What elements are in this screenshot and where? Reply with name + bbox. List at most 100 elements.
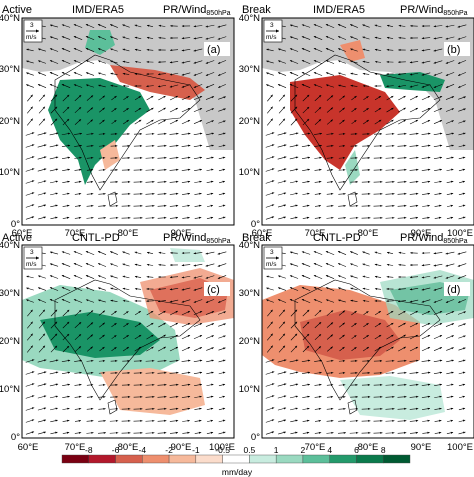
x-tick: 70°E [305, 228, 326, 239]
wind-vector-head [134, 287, 138, 290]
wind-vector-head [115, 180, 118, 183]
panel-d-wind-arrows [265, 250, 467, 435]
wind-vector-head [43, 156, 47, 159]
wind-vector-head [301, 251, 305, 254]
wind-vector-head [337, 24, 341, 27]
wind-vector-head [403, 346, 406, 349]
wind-vector-head [43, 431, 46, 434]
wind-vector-head [433, 37, 436, 40]
wind-vector-head [26, 299, 29, 302]
wind-vector-head [350, 24, 353, 27]
wind-vector-head [338, 48, 341, 51]
wind-vector-head [354, 120, 357, 123]
wind-vector-head [187, 419, 190, 422]
wind-vector-head [152, 431, 155, 434]
wind-vector-head [295, 359, 299, 362]
wind-vector-head [386, 73, 389, 76]
wind-vector-head [79, 168, 82, 171]
wind-vector-head [176, 180, 179, 183]
wind-vector-head [49, 60, 53, 63]
wind-vector-head [301, 299, 305, 302]
wind-vector-head [43, 359, 47, 362]
wind-vector-head [61, 299, 65, 302]
wind-vector-head [31, 359, 35, 362]
wind-vector-head [217, 276, 221, 279]
panel-titles: Active IMD/ERA5 PR/Wind850hPa Break IMD/… [2, 4, 468, 245]
wind-vector-head [187, 168, 191, 171]
wind-vector-head [295, 180, 298, 183]
wind-vector-head [386, 85, 389, 88]
wind-vector-head [325, 275, 329, 278]
wind-vector-head [355, 395, 358, 398]
wind-vector-head [169, 300, 173, 303]
wind-vector-head [416, 371, 419, 374]
wind-vector-head [392, 359, 395, 362]
wind-vector-head [392, 407, 395, 410]
wind-vector-head [146, 60, 149, 63]
wind-vector-head [66, 309, 70, 313]
wind-vector-head [85, 287, 89, 290]
wind-vector-head [421, 73, 425, 76]
wind-vector-head [404, 395, 407, 398]
panel-c-wind-arrows [25, 250, 227, 435]
wind-vector-head [147, 24, 150, 27]
panel-d-center-title: CNTL-PD [313, 232, 361, 244]
wind-vector-head [403, 334, 406, 337]
wind-vector-head [463, 96, 466, 99]
wind-vector-head [122, 275, 125, 278]
wind-vector-head [163, 346, 166, 349]
wind-vector-head [295, 371, 299, 374]
panel-d-srilanka [347, 399, 358, 415]
wind-vector-head [319, 383, 322, 386]
wind-vector-head [54, 309, 58, 313]
y-tick: 10°N [239, 384, 260, 395]
colorbar-swatch [356, 454, 384, 464]
y-tick: 20°N [0, 116, 20, 127]
wind-vector-head [205, 252, 208, 255]
wind-vector-head [433, 49, 437, 52]
wind-vector-head [458, 85, 461, 88]
wind-vector-head [391, 107, 394, 110]
wind-vector-head [127, 132, 130, 135]
wind-vector-head [43, 395, 47, 398]
wind-vector-head [223, 323, 226, 326]
wind-vector-head [318, 419, 321, 422]
wind-vector-head [282, 345, 285, 348]
wind-vector-head [43, 168, 47, 171]
wind-vector-head [199, 156, 202, 159]
wind-vector-head [439, 419, 442, 422]
wind-vector-head [356, 431, 359, 434]
wind-vector-head [306, 94, 310, 98]
wind-vector-head [211, 144, 214, 147]
wind-vector-head [427, 96, 431, 98]
wind-vector-head [378, 107, 382, 111]
wind-vector-head [55, 395, 58, 398]
wind-vector-head [43, 419, 46, 422]
wind-vector-head [433, 264, 436, 267]
wind-vector-head [463, 323, 466, 326]
wind-vector-head [55, 144, 59, 147]
panel-b-left-title: Break [242, 4, 271, 16]
wind-vector-head [146, 263, 150, 266]
y-tick: 40°N [0, 240, 20, 251]
wind-vector-head [73, 263, 77, 266]
wind-vector-head [318, 107, 322, 110]
wind-vector-head [67, 156, 70, 159]
wind-vector-head [416, 168, 419, 171]
wind-vector-head [362, 251, 365, 254]
wind-vector-head [31, 192, 35, 195]
wind-vector-head [409, 61, 413, 64]
wind-vector-head [331, 156, 334, 159]
wind-vector-head [31, 431, 35, 434]
wind-vector-head [380, 407, 383, 410]
wind-vector-head [450, 216, 454, 219]
wind-vector-head [90, 192, 94, 195]
wind-vector-head [433, 300, 437, 303]
wind-vector-head [90, 383, 94, 386]
panel-b-letter-box [444, 42, 470, 56]
wind-vector-head [222, 371, 226, 374]
wind-vector-head [350, 275, 353, 278]
wind-vector-head [338, 275, 341, 278]
wind-vector-head [102, 144, 106, 147]
wind-vector-head [187, 204, 190, 207]
